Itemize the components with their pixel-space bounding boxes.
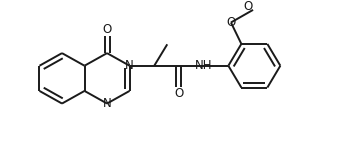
Text: O: O xyxy=(226,16,235,29)
Text: N: N xyxy=(103,97,112,110)
Text: O: O xyxy=(174,87,184,100)
Text: O: O xyxy=(102,23,112,36)
Text: NH: NH xyxy=(195,59,212,72)
Text: N: N xyxy=(125,59,134,72)
Text: O: O xyxy=(244,0,253,14)
